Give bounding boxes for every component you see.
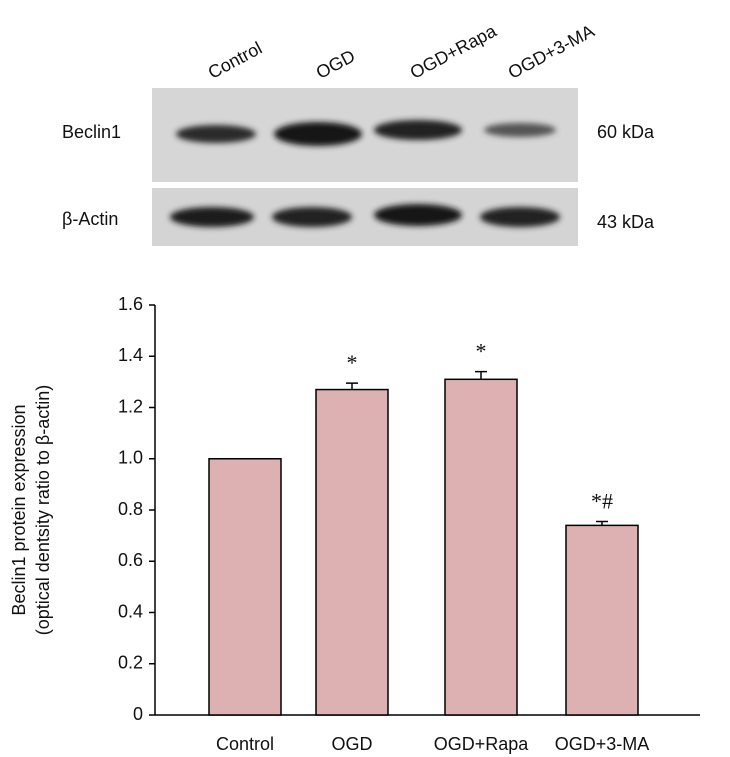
x-tick-label: OGD (331, 734, 372, 754)
bar (565, 524, 639, 716)
y-tick-label: 1.4 (118, 345, 143, 365)
error-bar (475, 370, 487, 380)
y-tick-label: 1.2 (118, 396, 143, 416)
size-label: 43 kDa (597, 212, 655, 232)
lane-label: OGD (313, 46, 359, 83)
bar (315, 388, 389, 716)
size-label: 60 kDa (597, 122, 655, 142)
y-tick-label: 1.0 (118, 448, 143, 468)
x-tick-label: Control (216, 734, 274, 754)
row-label: β-Actin (62, 209, 118, 229)
error-bar (346, 382, 358, 390)
lane-label: OGD+Rapa (407, 20, 501, 83)
y-axis-title: (optical dentsity ratio to β-actin) (33, 385, 53, 635)
bar (208, 458, 282, 716)
annotation: * (347, 350, 358, 375)
y-tick-label: 0.2 (118, 653, 143, 673)
annotation: * (476, 339, 487, 364)
bar (444, 378, 518, 716)
y-axis-title: Beclin1 protein expression (9, 404, 29, 615)
x-tick-label: OGD+Rapa (434, 734, 530, 754)
annotation: *# (591, 489, 613, 514)
x-tick-label: OGD+3-MA (555, 734, 650, 754)
blot-bands (170, 120, 560, 227)
y-tick-label: 0 (133, 704, 143, 724)
y-tick-label: 0.4 (118, 601, 143, 621)
row-label: Beclin1 (62, 122, 121, 142)
y-tick-label: 0.8 (118, 499, 143, 519)
lane-label: Control (205, 38, 266, 83)
error-bar (596, 520, 608, 526)
y-tick-label: 1.6 (118, 294, 143, 314)
y-tick-label: 0.6 (118, 550, 143, 570)
lane-label: OGD+3-MA (505, 21, 598, 83)
